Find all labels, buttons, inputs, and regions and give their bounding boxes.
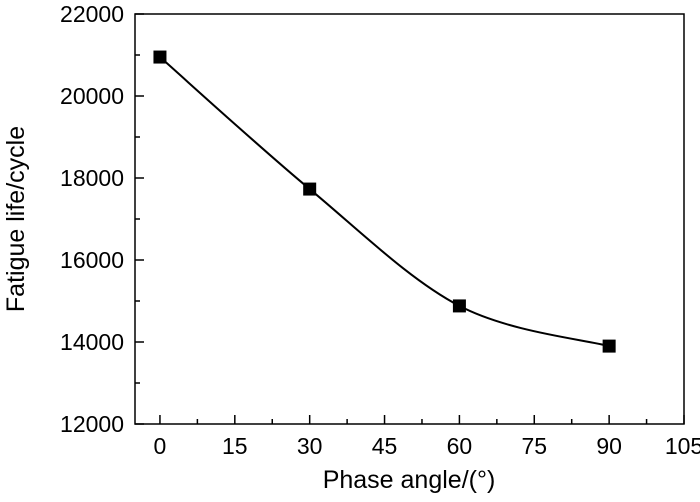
series-line (159, 56, 610, 348)
x-axis-title: Phase angle/(°) (323, 466, 496, 494)
series-layer (153, 50, 616, 353)
x-tick-label: 75 (521, 433, 547, 459)
x-tick-label: 0 (154, 433, 167, 459)
y-tick-label: 18000 (60, 165, 124, 191)
plot-frame (134, 13, 685, 425)
x-tick-label: 15 (222, 433, 248, 459)
x-tick-label: 30 (297, 433, 323, 459)
y-tick-label: 20000 (60, 83, 124, 109)
data-point-marker (303, 182, 317, 196)
data-point-marker (452, 299, 466, 313)
y-tick-label: 12000 (60, 411, 124, 437)
x-axis-ticks: 0 15 30 45 60 75 90 105 (154, 415, 700, 459)
y-axis-ticks: 12000 14000 16000 18000 20000 22000 (60, 1, 144, 437)
x-tick-label: 105 (665, 433, 700, 459)
y-tick-label: 14000 (60, 329, 124, 355)
y-axis-title: Fatigue life/cycle (2, 126, 30, 312)
data-point-marker (153, 50, 167, 64)
y-tick-label: 16000 (60, 247, 124, 273)
x-tick-label: 60 (447, 433, 473, 459)
x-tick-label: 45 (372, 433, 398, 459)
data-point-marker (602, 339, 616, 353)
x-tick-label: 90 (596, 433, 622, 459)
y-tick-label: 22000 (60, 1, 124, 27)
